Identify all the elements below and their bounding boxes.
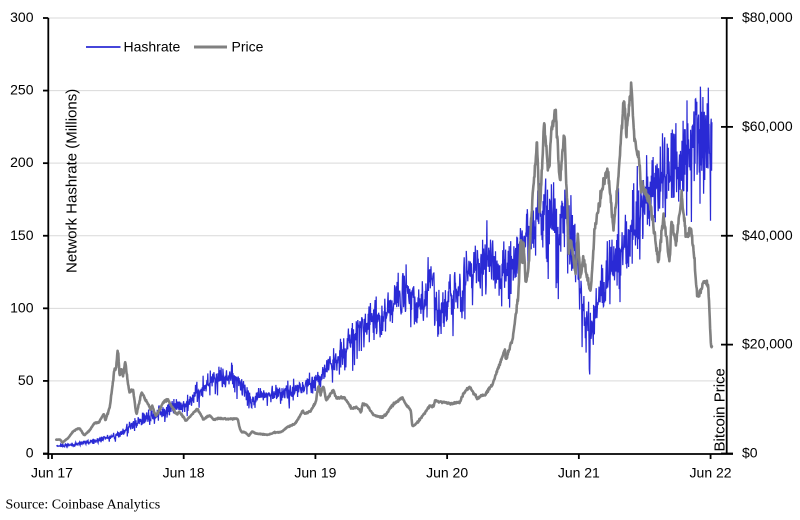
svg-text:$20,000: $20,000 <box>742 336 793 352</box>
svg-text:$40,000: $40,000 <box>742 227 793 243</box>
svg-text:$0: $0 <box>742 445 758 461</box>
svg-text:$60,000: $60,000 <box>742 118 793 134</box>
svg-text:0: 0 <box>26 445 34 461</box>
svg-text:100: 100 <box>10 299 34 315</box>
svg-text:Bitcoin Price: Bitcoin Price <box>712 368 729 451</box>
svg-text:Network Hashrate (Millions): Network Hashrate (Millions) <box>64 89 81 273</box>
svg-text:Jun 17: Jun 17 <box>31 465 73 481</box>
svg-text:200: 200 <box>10 154 34 170</box>
svg-text:Source: Coinbase Analytics: Source: Coinbase Analytics <box>6 498 161 513</box>
svg-text:150: 150 <box>10 227 34 243</box>
svg-text:Jun 21: Jun 21 <box>558 465 600 481</box>
svg-text:Jun 20: Jun 20 <box>426 465 468 481</box>
svg-text:$80,000: $80,000 <box>742 9 793 25</box>
svg-text:Jun 19: Jun 19 <box>294 465 336 481</box>
svg-text:300: 300 <box>10 9 34 25</box>
svg-text:Jun 22: Jun 22 <box>690 465 732 481</box>
svg-text:250: 250 <box>10 82 34 98</box>
svg-text:50: 50 <box>18 372 34 388</box>
svg-text:Jun 18: Jun 18 <box>163 465 205 481</box>
svg-text:Hashrate: Hashrate <box>124 39 181 55</box>
svg-text:Price: Price <box>232 39 264 55</box>
